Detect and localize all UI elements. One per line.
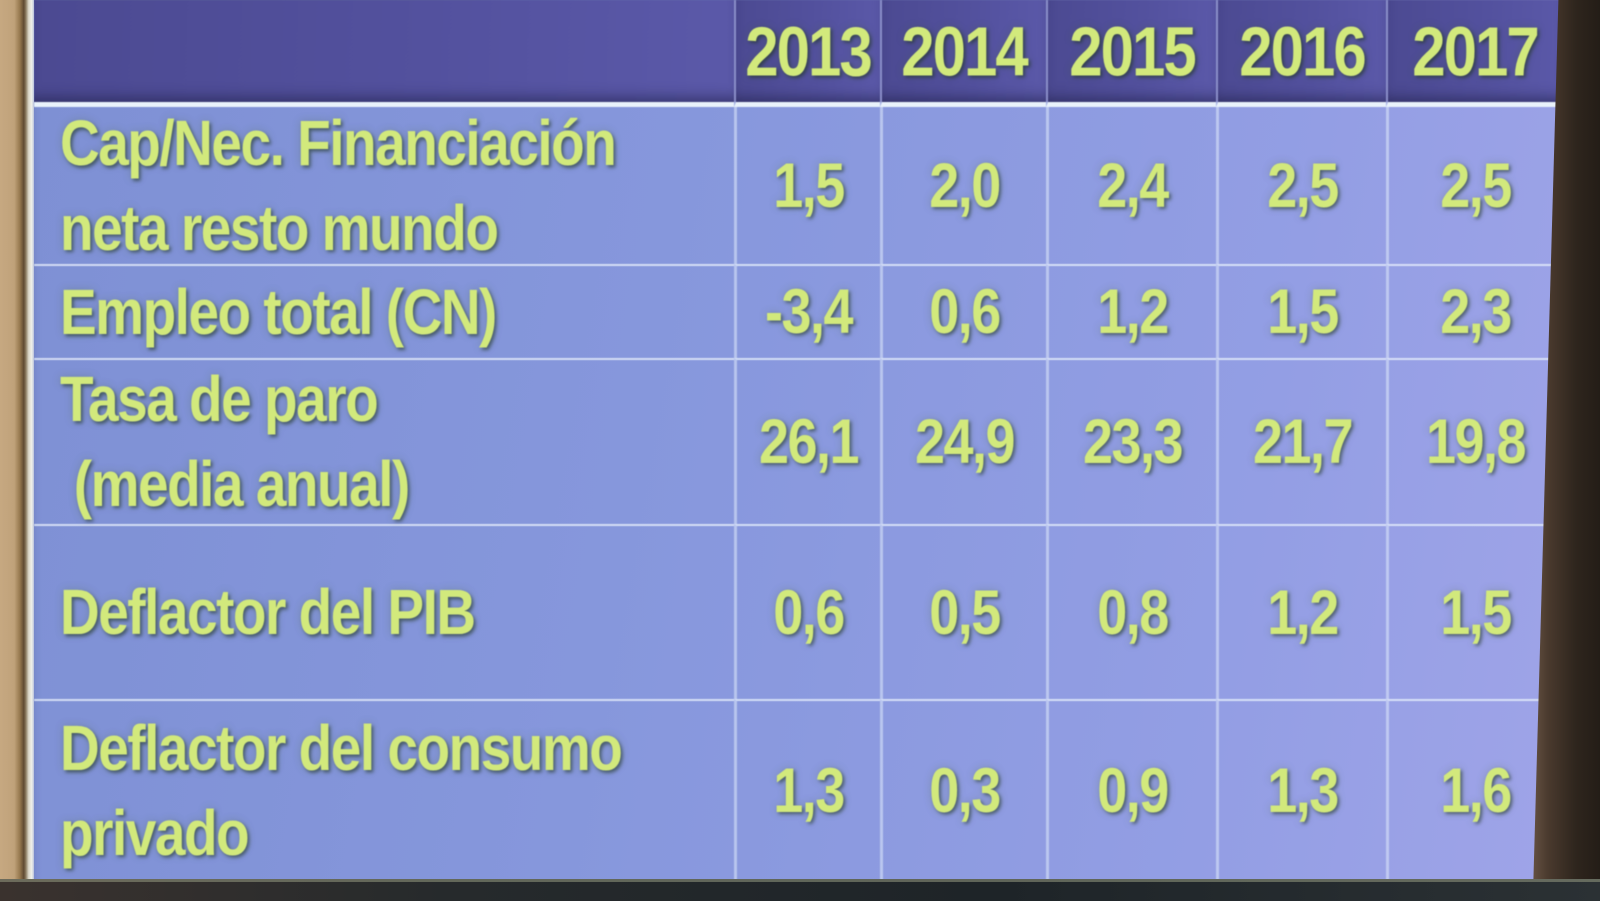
cell-deflactor-pib-2016: 1,2 <box>1216 524 1386 699</box>
cell-value: 21,7 <box>1252 407 1354 477</box>
cell-value: 1,3 <box>1267 755 1339 826</box>
cell-value: 1,5 <box>1440 577 1512 648</box>
header-year-2016: 2016 <box>1216 0 1386 107</box>
cell-financiacion-2013: 1,5 <box>734 107 880 264</box>
cell-value: 0,3 <box>929 755 1001 826</box>
cell-value: 24,9 <box>914 407 1016 477</box>
row-label-text: Deflactor del consumo privado <box>60 712 623 869</box>
row-label-text: Tasa de paro (media anual) <box>60 363 410 520</box>
cell-deflactor-pib-2013: 0,6 <box>734 524 880 699</box>
cell-empleo-2013: -3,4 <box>734 264 880 358</box>
year-label: 2016 <box>1239 12 1366 90</box>
cell-value: 0,8 <box>1097 577 1169 648</box>
cell-value: 2,0 <box>929 150 1001 221</box>
cell-empleo-2015: 1,2 <box>1046 264 1216 358</box>
cell-value: 1,2 <box>1267 577 1339 648</box>
cell-tasa-paro-2015: 23,3 <box>1046 358 1216 524</box>
cell-value: 2,3 <box>1440 277 1512 347</box>
cell-empleo-2017: 2,3 <box>1386 264 1562 358</box>
header-year-2017: 2017 <box>1386 0 1562 107</box>
year-label: 2013 <box>745 12 872 90</box>
cell-tasa-paro-2014: 24,9 <box>880 358 1046 524</box>
cell-deflactor-consumo-2017: 1,6 <box>1386 699 1562 880</box>
cell-value: 2,5 <box>1440 150 1512 221</box>
row-label-text: Cap/Nec. Financiación neta resto mundo <box>60 107 617 264</box>
cell-deflactor-pib-2014: 0,5 <box>880 524 1046 699</box>
cell-value: 2,4 <box>1097 150 1169 221</box>
year-label: 2015 <box>1069 12 1196 90</box>
cell-financiacion-2017: 2,5 <box>1386 107 1562 264</box>
header-year-2015: 2015 <box>1046 0 1216 107</box>
cell-value: 1,5 <box>1267 277 1339 347</box>
header-year-2014: 2014 <box>880 0 1046 107</box>
cell-value: -3,4 <box>764 277 854 347</box>
row-label-tasa-paro: Tasa de paro (media anual) <box>34 358 734 524</box>
cell-tasa-paro-2013: 26,1 <box>734 358 880 524</box>
year-label: 2017 <box>1412 12 1539 90</box>
cell-value: 0,9 <box>1097 755 1169 826</box>
screen-bottom-dark-band <box>0 879 1600 901</box>
cell-tasa-paro-2017: 19,8 <box>1386 358 1562 524</box>
row-label-empleo: Empleo total (CN) <box>34 264 734 358</box>
cell-value: 0,5 <box>929 577 1001 648</box>
row-label-text: Deflactor del PIB <box>60 576 476 649</box>
cell-value: 2,5 <box>1267 150 1339 221</box>
cell-deflactor-consumo-2015: 0,9 <box>1046 699 1216 880</box>
row-label-text: Empleo total (CN) <box>60 275 497 348</box>
cell-value: 1,5 <box>773 150 845 221</box>
row-label-deflactor-pib: Deflactor del PIB <box>34 524 734 699</box>
cell-empleo-2014: 0,6 <box>880 264 1046 358</box>
year-label: 2014 <box>901 12 1028 90</box>
header-year-2013: 2013 <box>734 0 880 107</box>
projection-screen: 2013 2014 2015 2016 2017 Cap/Nec. Financ… <box>34 0 1562 880</box>
cell-value: 1,2 <box>1097 277 1169 347</box>
cell-value: 1,6 <box>1440 755 1512 826</box>
cell-financiacion-2015: 2,4 <box>1046 107 1216 264</box>
wall-left-edge <box>0 0 34 901</box>
cell-deflactor-consumo-2016: 1,3 <box>1216 699 1386 880</box>
row-label-deflactor-consumo: Deflactor del consumo privado <box>34 699 734 880</box>
cell-tasa-paro-2016: 21,7 <box>1216 358 1386 524</box>
cell-financiacion-2016: 2,5 <box>1216 107 1386 264</box>
cell-deflactor-pib-2015: 0,8 <box>1046 524 1216 699</box>
cell-value: 23,3 <box>1082 407 1184 477</box>
header-corner-cell <box>34 0 734 107</box>
cell-value: 26,1 <box>758 407 860 477</box>
cell-empleo-2016: 1,5 <box>1216 264 1386 358</box>
cell-value: 0,6 <box>773 577 845 648</box>
cell-deflactor-consumo-2014: 0,3 <box>880 699 1046 880</box>
cell-deflactor-pib-2017: 1,5 <box>1386 524 1562 699</box>
cell-value: 0,6 <box>929 277 1001 347</box>
row-label-financiacion: Cap/Nec. Financiación neta resto mundo <box>34 107 734 264</box>
forecast-table: 2013 2014 2015 2016 2017 Cap/Nec. Financ… <box>34 0 1562 880</box>
cell-deflactor-consumo-2013: 1,3 <box>734 699 880 880</box>
cell-financiacion-2014: 2,0 <box>880 107 1046 264</box>
cell-value: 19,8 <box>1425 407 1527 477</box>
cell-value: 1,3 <box>773 755 845 826</box>
